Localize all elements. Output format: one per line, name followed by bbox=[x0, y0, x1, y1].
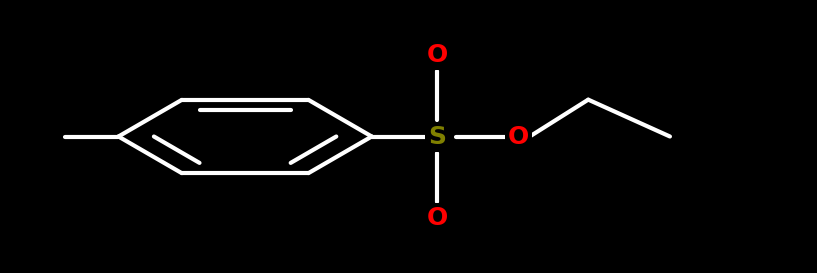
Text: O: O bbox=[426, 43, 448, 67]
Text: S: S bbox=[428, 124, 446, 149]
Text: O: O bbox=[426, 206, 448, 230]
Text: O: O bbox=[508, 124, 529, 149]
